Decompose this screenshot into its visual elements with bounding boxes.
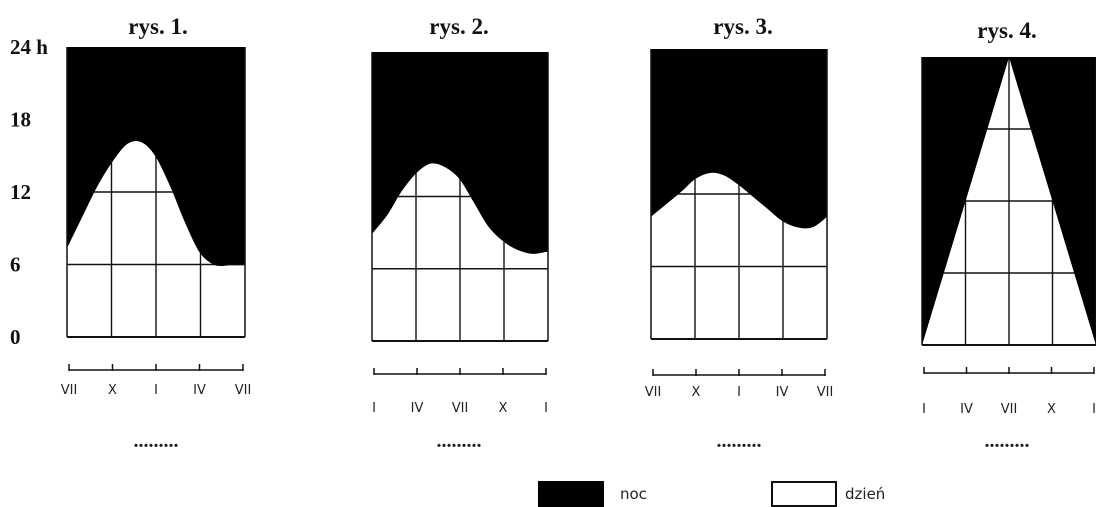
answer-placeholder: .........	[437, 430, 482, 452]
month-label: IV	[960, 402, 973, 417]
legend: noc dzień	[538, 481, 885, 507]
month-label: IV	[193, 383, 206, 398]
month-label: X	[692, 385, 701, 400]
chart-panel-1: rys. 1. 24 h 18 12 6 0 VII X I IV VII.........	[10, 14, 251, 452]
y-tick-label: 0	[10, 325, 21, 349]
chart-panel-4: rys. 4. I IV VII X I.........	[921, 18, 1096, 452]
chart-title: rys. 4.	[977, 18, 1036, 43]
month-label: I	[922, 402, 926, 417]
month-label: VII	[452, 401, 469, 416]
month-label: IV	[776, 385, 789, 400]
legend-swatch-day	[771, 481, 837, 507]
answer-placeholder: .........	[985, 430, 1030, 452]
chart-panel-2: rys. 2. I IV VII X I.........	[371, 14, 549, 452]
month-label: I	[154, 383, 158, 398]
y-tick-label: 6	[10, 253, 21, 277]
y-tick-label: 12	[10, 180, 31, 204]
night-region-overlay	[651, 49, 827, 228]
night-region-overlay	[372, 52, 548, 254]
month-label: I	[544, 401, 548, 416]
chart-title: rys. 3.	[713, 14, 772, 39]
legend-label-day: dzień	[845, 485, 885, 503]
chart-panel-3: rys. 3. VII X I IV VII.........	[645, 14, 834, 452]
month-label: VII	[817, 385, 834, 400]
month-label: X	[499, 401, 508, 416]
month-label: VII	[645, 385, 662, 400]
answer-placeholder: .........	[717, 430, 762, 452]
month-label: VII	[235, 383, 252, 398]
night-overlay-right	[1009, 57, 1096, 345]
month-label: X	[108, 383, 117, 398]
y-tick-label: 24 h	[10, 35, 48, 59]
y-tick-label: 18	[10, 108, 31, 132]
legend-label-night: noc	[620, 485, 647, 503]
chart-title: rys. 2.	[429, 14, 488, 39]
chart-title: rys. 1.	[128, 14, 187, 39]
month-label: I	[737, 385, 741, 400]
month-label: IV	[411, 401, 424, 416]
month-label: I	[1092, 402, 1096, 417]
answer-placeholder: .........	[134, 430, 179, 452]
month-label: X	[1047, 402, 1056, 417]
month-label: I	[372, 401, 376, 416]
legend-swatch-night	[538, 481, 604, 507]
month-label: VII	[61, 383, 78, 398]
night-overlay-left	[922, 57, 1009, 345]
night-region-overlay	[67, 47, 245, 266]
month-label: VII	[1001, 402, 1018, 417]
